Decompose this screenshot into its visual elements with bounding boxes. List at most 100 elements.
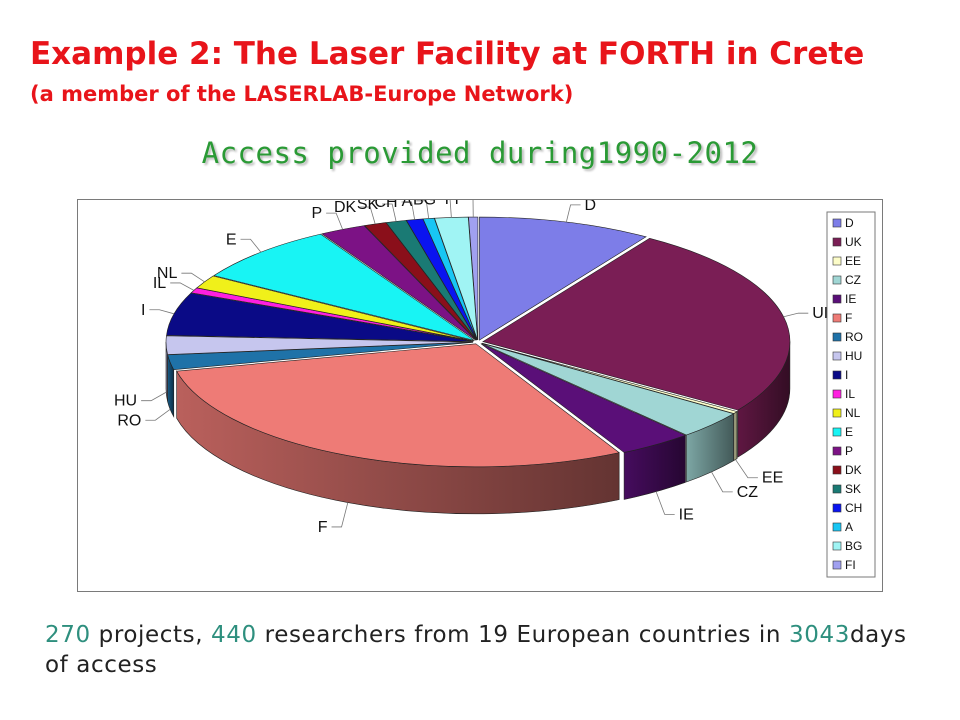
legend-swatch-nl	[832, 408, 842, 418]
leader-line-cz	[711, 471, 733, 493]
legend-label-nl: NL	[845, 406, 861, 420]
slice-label-dk: DK	[334, 200, 357, 216]
projects-count: 270	[45, 622, 91, 648]
slice-d	[479, 216, 647, 341]
legend-label-e: E	[845, 425, 853, 439]
legend-label-hu: HU	[845, 349, 862, 363]
legend-swatch-il	[832, 389, 842, 399]
legend-label-bg: BG	[845, 539, 862, 553]
legend-swatch-e	[832, 427, 842, 437]
slice-label-bg: BG	[413, 200, 436, 209]
legend-label-cz: CZ	[845, 273, 861, 287]
legend-label-ie: IE	[845, 292, 856, 306]
pie-layer	[165, 216, 791, 515]
legend-label-i: I	[845, 368, 848, 382]
legend-label-f: F	[845, 311, 852, 325]
legend-label-dk: DK	[845, 463, 862, 477]
legend-label-ro: RO	[845, 330, 863, 344]
leader-line-d	[565, 204, 581, 223]
slice-label-ro: RO	[117, 412, 141, 429]
slice-label-ie: IE	[679, 506, 694, 523]
legend-label-fi: FI	[845, 558, 856, 572]
legend-swatch-dk	[832, 465, 842, 475]
slice-label-d: D	[585, 200, 597, 214]
legend-swatch-bg	[832, 541, 842, 551]
slice-label-a: A	[402, 200, 413, 210]
leader-line-ch	[401, 201, 416, 220]
legend-swatch-f	[832, 313, 842, 323]
slice-label-cz: CZ	[737, 484, 759, 501]
legend-label-ch: CH	[845, 501, 862, 515]
projects-text: projects,	[90, 622, 212, 648]
slide-subtitle: (a member of the LASERLAB-Europe Network…	[30, 82, 574, 106]
slice-fi	[468, 216, 479, 341]
legend-swatch-fi	[832, 560, 842, 570]
leader-line-il	[170, 282, 195, 291]
legend-swatch-uk	[832, 237, 842, 247]
legend-swatch-cz	[832, 275, 842, 285]
leader-line-dk	[360, 206, 376, 225]
chart-legend: D UK EE CZ IE F RO HU I IL NL EP DK SK CH A BG FI	[826, 211, 876, 578]
leader-line-ee	[735, 459, 758, 479]
legend-label-a: A	[845, 520, 853, 534]
leader-line-p	[326, 212, 343, 230]
slice-hu	[165, 335, 474, 355]
slice-label-ch: CH	[374, 200, 397, 211]
leader-line-ie	[655, 491, 675, 515]
slice-label-p: P	[311, 205, 322, 222]
slice-nl	[196, 275, 474, 342]
slice-label-ee: EE	[762, 470, 783, 487]
researchers-count: 440	[211, 622, 257, 648]
slice-label-i: I	[141, 302, 145, 319]
slice-label-fi: FI	[445, 200, 459, 208]
legend-swatch-sk	[832, 484, 842, 494]
slice-label-f: F	[318, 519, 328, 536]
leader-line-hu	[141, 391, 167, 402]
slice-bg	[434, 216, 478, 341]
slice-side-ee	[733, 411, 738, 462]
leader-line-sk	[382, 203, 397, 222]
slide-title: Example 2: The Laser Facility at FORTH i…	[30, 36, 865, 72]
legend-swatch-p	[832, 446, 842, 456]
legend-swatch-hu	[832, 351, 842, 361]
legend-swatch-i	[832, 370, 842, 380]
legend-swatch-ie	[832, 294, 842, 304]
leader-line-i	[149, 309, 175, 315]
slice-e	[213, 233, 475, 341]
legend-swatch-ro	[832, 332, 842, 342]
leader-line-uk	[783, 312, 809, 318]
leader-line-a	[416, 200, 430, 219]
leader-line-bg	[449, 200, 452, 218]
slice-label-hu: HU	[114, 393, 137, 410]
legend-swatch-ee	[832, 256, 842, 266]
slice-ie	[480, 343, 687, 453]
leader-line-fi	[472, 200, 474, 218]
leader-line-f	[331, 502, 349, 528]
legend-label-sk: SK	[845, 482, 861, 496]
leader-line-e	[240, 238, 262, 253]
slice-a	[422, 217, 478, 341]
legend-swatch-ch	[832, 503, 842, 513]
slice-label-e: E	[226, 231, 237, 248]
slice-label-il: IL	[153, 275, 166, 292]
days-text: days of access	[45, 622, 907, 678]
footnote: 270 projects, 440 researchers from 19 Eu…	[45, 620, 925, 680]
legend-label-ee: EE	[845, 254, 861, 268]
legend-label-p: P	[845, 444, 853, 458]
slice-cz	[481, 343, 735, 436]
legend-label-d: D	[845, 216, 854, 230]
slice-label-sk: SK	[357, 200, 379, 213]
slice-label-nl: NL	[157, 265, 178, 282]
legend-swatch-a	[832, 522, 842, 532]
days-count: 3043	[789, 622, 850, 648]
legend-label-il: IL	[845, 387, 855, 401]
slice-f	[176, 343, 620, 468]
leader-line-nl	[181, 272, 205, 283]
researchers-text: researchers from 19 European countries i…	[256, 622, 789, 648]
chart-title: Access provided during1990-2012	[201, 136, 759, 170]
legend-label-uk: UK	[845, 235, 862, 249]
leader-line-ro	[145, 409, 171, 421]
